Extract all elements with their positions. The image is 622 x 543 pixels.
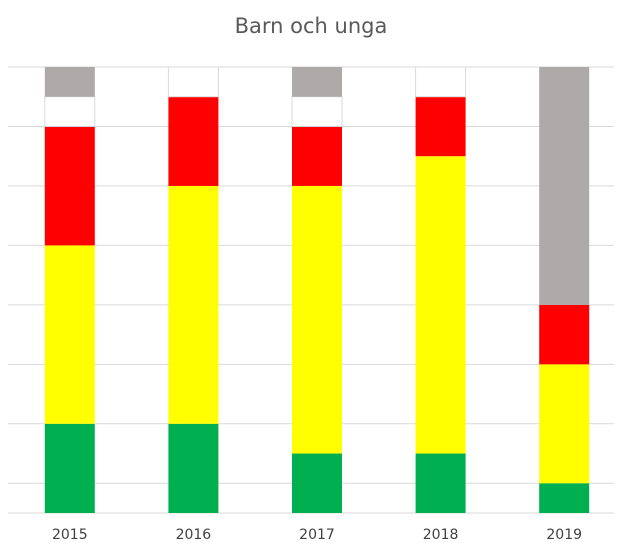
bar-segment xyxy=(539,364,590,484)
bar-segment xyxy=(415,96,466,157)
bar-segment xyxy=(415,453,466,513)
bar-segment xyxy=(292,453,342,513)
x-tick-label: 2018 xyxy=(423,527,459,543)
bar-segment xyxy=(415,66,467,98)
x-tick-label: 2017 xyxy=(299,527,335,543)
x-tick-label: 2016 xyxy=(176,527,212,543)
bar-segment xyxy=(44,245,95,424)
x-tick-label: 2015 xyxy=(52,527,88,543)
bar-segment xyxy=(292,126,342,186)
bar-segment xyxy=(539,67,590,305)
bar-segment xyxy=(292,67,342,97)
bar-segment xyxy=(44,67,95,97)
bar-segment xyxy=(539,483,590,513)
chart-title: Barn och unga xyxy=(235,14,388,38)
bar-segment xyxy=(44,423,95,513)
bar-segment xyxy=(44,96,96,127)
bar-segment xyxy=(415,156,466,454)
bar-segment xyxy=(292,185,342,454)
bar-segment xyxy=(168,423,219,513)
bar-segment xyxy=(168,185,219,424)
bar-segment xyxy=(44,126,95,246)
x-tick-label: 2019 xyxy=(546,527,582,543)
bar-segment xyxy=(291,96,343,127)
bar-segment xyxy=(168,96,219,186)
bar-segment xyxy=(539,304,590,365)
bar-segment xyxy=(167,66,219,98)
